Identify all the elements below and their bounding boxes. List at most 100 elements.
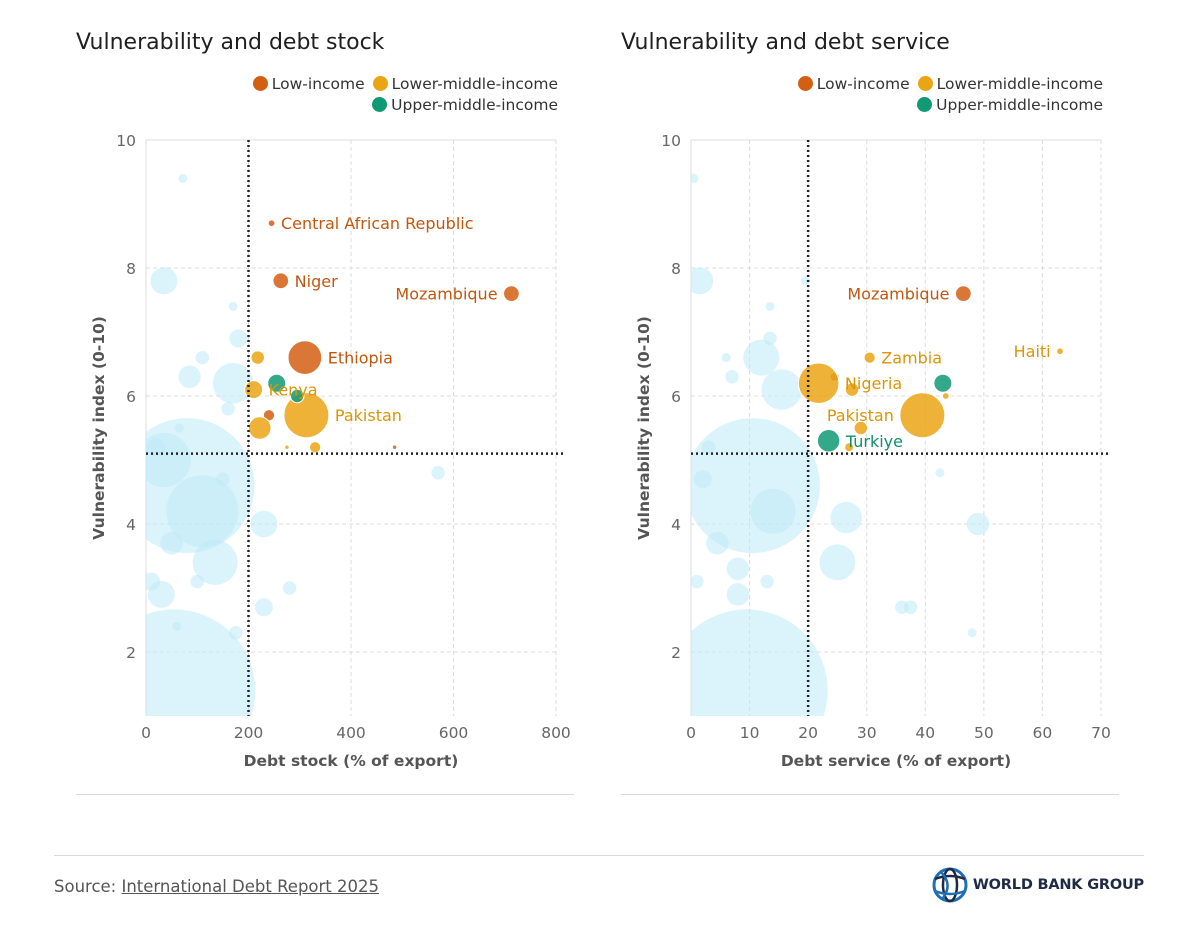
background-bubble[interactable] (195, 350, 210, 365)
background-bubble[interactable] (178, 365, 201, 389)
background-bubble[interactable] (726, 583, 750, 606)
background-bubble[interactable] (229, 329, 248, 348)
bubble-upper-middle-income[interactable] (267, 373, 287, 393)
background-bubble[interactable] (689, 173, 699, 183)
bubble-lower-middle-income[interactable] (248, 416, 272, 440)
bubble-lower-middle-income[interactable] (1056, 347, 1064, 356)
background-bubble[interactable] (137, 433, 191, 487)
background-bubble[interactable] (666, 609, 828, 771)
source-link[interactable]: International Debt Report 2025 (121, 877, 380, 896)
background-bubble[interactable] (212, 362, 254, 404)
bubble-lower-middle-income[interactable] (941, 392, 950, 400)
y-tick-label: 8 (126, 260, 136, 278)
background-bubble[interactable] (706, 531, 729, 555)
legend-item-upper-middle-income[interactable]: Upper-middle-income (917, 96, 1103, 114)
background-bubble[interactable] (763, 331, 777, 346)
bubble-upper-middle-income[interactable] (289, 388, 305, 404)
bubble-low-income[interactable] (503, 285, 520, 302)
bubble-lower-middle-income[interactable] (309, 441, 322, 454)
background-bubble[interactable] (935, 468, 945, 478)
y-tick-label: 8 (671, 260, 681, 278)
x-tick-label: 600 (439, 724, 469, 742)
chart-title-debt-stock: Vulnerability and debt stock (76, 30, 385, 55)
y-tick-label: 10 (661, 132, 681, 150)
background-bubble[interactable] (250, 510, 278, 538)
background-bubble[interactable] (701, 440, 716, 454)
bubble-lower-middle-income[interactable] (844, 382, 860, 397)
legend-item-lower-middle-income[interactable]: Lower-middle-income (917, 74, 1103, 93)
legend-item-low-income[interactable]: Low-income (797, 75, 910, 93)
country-label: Haiti (1014, 342, 1051, 361)
bubble-low-income[interactable] (272, 272, 290, 290)
background-bubble[interactable] (830, 501, 862, 534)
background-bubble[interactable] (967, 628, 977, 638)
background-bubble[interactable] (721, 353, 731, 363)
bubble-upper-middle-income[interactable] (933, 373, 953, 393)
background-bubble[interactable] (725, 370, 739, 384)
background-bubble[interactable] (221, 402, 235, 416)
country-label: Ethiopia (328, 349, 393, 368)
background-bubble[interactable] (282, 581, 297, 595)
background-bubble[interactable] (142, 572, 161, 591)
background-bubble[interactable] (190, 574, 205, 589)
legend-debt-stock: Low-income Lower-middle-income Upper-mid… (230, 73, 558, 115)
background-bubble[interactable] (966, 512, 990, 536)
x-tick-label: 200 (234, 724, 264, 742)
background-bubble[interactable] (750, 488, 796, 534)
background-bubble[interactable] (690, 574, 704, 589)
legend-item-upper-middle-income[interactable]: Upper-middle-income (372, 96, 558, 114)
background-bubble[interactable] (765, 301, 775, 311)
background-bubble[interactable] (726, 557, 750, 581)
background-bubble[interactable] (895, 600, 909, 614)
y-tick-label: 2 (671, 644, 681, 662)
bubble-lower-middle-income[interactable] (899, 392, 946, 439)
bubble-lower-middle-income[interactable] (863, 351, 876, 364)
bubble-low-income[interactable] (954, 285, 972, 302)
background-bubble[interactable] (819, 544, 856, 581)
background-bubble[interactable] (192, 539, 238, 585)
background-bubble[interactable] (743, 339, 780, 376)
background-bubble[interactable] (147, 438, 166, 457)
x-tick-label: 0 (141, 724, 151, 742)
bubble-lower-middle-income[interactable] (797, 362, 840, 404)
scatter-plot-debt-service: 2 4 6 8 10 0 10 20 30 40 50 60 70 Mozambique Haiti Zamb… (635, 132, 1111, 771)
background-bubble[interactable] (760, 574, 774, 589)
y-tick-label: 4 (671, 516, 681, 534)
legend-item-lower-middle-income[interactable]: Lower-middle-income (372, 75, 558, 93)
legend-dot-upper-middle-income (917, 97, 933, 112)
background-bubble[interactable] (150, 267, 178, 295)
bubble-lower-middle-income[interactable] (250, 350, 265, 365)
background-bubble[interactable] (178, 173, 188, 183)
bubble-lower-middle-income[interactable] (853, 420, 869, 436)
footer-divider (54, 855, 1144, 856)
bubble-low-income[interactable] (267, 219, 276, 228)
legend-label-upper-middle-income: Upper-middle-income (936, 95, 1103, 114)
country-label: Mozambique (847, 285, 949, 304)
world-bank-logo[interactable]: WORLD BANK GROUP (931, 866, 1144, 904)
bubble-low-income[interactable] (287, 340, 323, 375)
bubble-upper-middle-income[interactable] (816, 429, 841, 453)
legend-item-low-income[interactable]: Low-income (252, 75, 365, 93)
legend-label-lower-middle-income: Lower-middle-income (936, 74, 1103, 93)
chart-divider-debt-service (621, 794, 1119, 795)
background-bubble[interactable] (686, 267, 714, 295)
background-bubble[interactable] (93, 609, 256, 771)
background-bubble[interactable] (174, 423, 184, 433)
background-bubble[interactable] (800, 276, 810, 286)
bubble-low-income[interactable] (391, 444, 398, 450)
bubble-lower-middle-income[interactable] (284, 444, 290, 450)
source-note: Source: International Debt Report 2025 (54, 877, 379, 896)
background-bubble[interactable] (172, 621, 182, 631)
background-bubble[interactable] (228, 301, 238, 311)
background-bubble[interactable] (761, 369, 803, 410)
country-label: Central African Republic (281, 214, 474, 233)
bubble-lower-middle-income[interactable] (844, 442, 855, 453)
background-bubble[interactable] (693, 470, 712, 489)
background-bubble[interactable] (254, 598, 273, 617)
background-bubble[interactable] (228, 626, 243, 640)
background-bubble[interactable] (166, 475, 239, 548)
background-bubble[interactable] (160, 531, 183, 555)
background-bubble[interactable] (216, 472, 230, 486)
background-bubble[interactable] (431, 466, 445, 480)
bubble-lower-middle-income[interactable] (283, 392, 330, 439)
